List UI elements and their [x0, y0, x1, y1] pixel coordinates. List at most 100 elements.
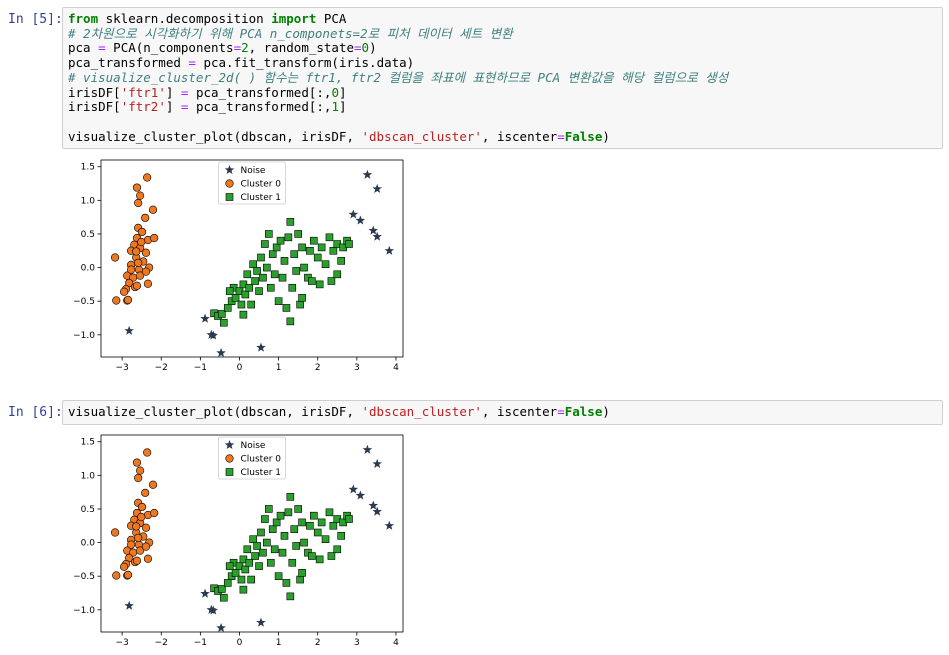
- square-point: [225, 562, 234, 570]
- square-point: [247, 575, 256, 584]
- square-point: [261, 515, 269, 523]
- y-tick-label: 0.5: [81, 230, 95, 240]
- code-cell[interactable]: visualize_cluster_plot(dbscan, irisDF, '…: [62, 400, 943, 425]
- star-point: [362, 444, 373, 454]
- circle-point: [134, 258, 143, 267]
- square-point: [317, 518, 326, 527]
- star-point: [355, 490, 366, 500]
- legend-marker: [225, 468, 234, 476]
- square-point: [315, 280, 324, 289]
- circle-point: [137, 512, 146, 522]
- square-point: [337, 257, 345, 265]
- star-point: [384, 245, 395, 255]
- square-point: [296, 575, 304, 584]
- square-point: [218, 310, 226, 318]
- x-tick-label: 0: [237, 638, 243, 648]
- square-point: [310, 236, 318, 245]
- square-point: [298, 294, 306, 302]
- square-point: [261, 240, 269, 248]
- square-point: [337, 532, 345, 540]
- square-point: [241, 290, 250, 299]
- legend-marker: [225, 193, 234, 201]
- square-point: [315, 555, 324, 564]
- square-point: [245, 283, 254, 292]
- circle-point: [141, 488, 150, 497]
- square-point: [284, 508, 293, 517]
- legend: Noise Cluster 0 Cluster 1: [218, 161, 286, 205]
- square-point: [249, 535, 257, 544]
- square-point: [329, 521, 338, 530]
- x-tick-label: −3: [115, 638, 128, 648]
- square-point: [296, 300, 304, 309]
- square-point: [288, 283, 297, 292]
- y-tick-label: −1.0: [73, 606, 95, 616]
- square-point: [286, 317, 295, 326]
- cell-prompt: In [5]:: [8, 12, 63, 27]
- star-point: [372, 231, 382, 241]
- square-point: [270, 270, 279, 279]
- star-point: [200, 588, 210, 598]
- square-point: [220, 318, 228, 327]
- circle-point: [134, 533, 143, 542]
- star-point: [384, 520, 395, 530]
- square-point: [313, 528, 322, 537]
- star-point: [208, 330, 219, 340]
- legend-label: Noise: [241, 166, 266, 176]
- circle-point: [123, 570, 133, 579]
- circle-point: [141, 542, 151, 551]
- legend-label: Cluster 1: [241, 468, 282, 478]
- x-tick-label: −1: [194, 363, 207, 373]
- square-point: [239, 585, 248, 594]
- star-point: [348, 209, 359, 219]
- circle-point: [134, 473, 143, 483]
- square-point: [241, 565, 250, 574]
- circle-point: [141, 248, 151, 257]
- square-point: [300, 263, 308, 272]
- square-point: [268, 525, 277, 533]
- circle-point: [136, 271, 145, 280]
- square-point: [263, 538, 271, 547]
- square-point: [286, 592, 295, 601]
- square-point: [272, 243, 281, 252]
- square-point: [231, 569, 240, 577]
- square-point: [218, 585, 226, 593]
- square-point: [333, 270, 342, 279]
- square-point: [306, 246, 314, 255]
- square-point: [265, 230, 273, 238]
- square-point: [243, 270, 252, 279]
- square-point: [310, 511, 318, 520]
- square-point: [292, 542, 301, 550]
- square-point: [282, 304, 291, 312]
- y-tick-label: −0.5: [73, 297, 95, 307]
- circle-point: [137, 502, 147, 512]
- square-point: [280, 532, 289, 540]
- circle-point: [143, 554, 153, 563]
- circle-point: [123, 295, 133, 304]
- square-point: [257, 253, 265, 262]
- legend-marker: [225, 454, 234, 463]
- circle-point: [143, 173, 152, 182]
- square-point: [223, 579, 232, 587]
- square-point: [268, 250, 277, 258]
- square-point: [298, 569, 306, 577]
- square-point: [265, 505, 273, 513]
- circle-point: [127, 540, 136, 549]
- circle-point: [148, 480, 158, 489]
- square-point: [292, 267, 301, 275]
- circle-point: [110, 528, 120, 537]
- square-point: [259, 273, 267, 282]
- star-point: [368, 500, 379, 510]
- square-point: [276, 511, 285, 520]
- legend-label: Cluster 1: [241, 193, 282, 203]
- square-point: [251, 552, 259, 560]
- code-cell[interactable]: from sklearn.decomposition import PCA # …: [62, 7, 943, 150]
- square-point: [284, 233, 293, 242]
- square-point: [257, 528, 265, 537]
- x-tick-label: 3: [354, 363, 360, 373]
- square-point: [327, 277, 336, 285]
- circle-point: [112, 571, 121, 580]
- circle-point: [148, 205, 158, 214]
- square-point: [278, 273, 287, 282]
- square-point: [294, 505, 302, 513]
- circle-point: [132, 281, 142, 290]
